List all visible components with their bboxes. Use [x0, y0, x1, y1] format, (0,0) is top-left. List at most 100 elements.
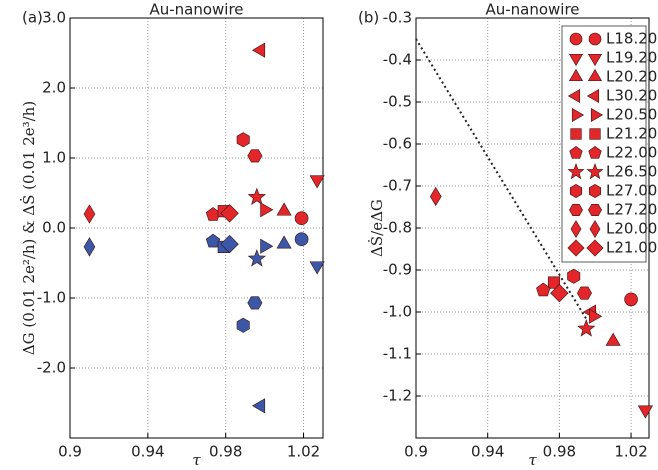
- point: [260, 202, 274, 218]
- point: [567, 268, 581, 284]
- point: [252, 398, 266, 414]
- point: [550, 283, 569, 303]
- legend-marker: [567, 163, 585, 180]
- point: [220, 234, 239, 254]
- legend-marker: [588, 184, 602, 198]
- legend-label: L21.20: [606, 125, 657, 143]
- y-tick-label: -0.8: [383, 219, 412, 237]
- legend-label: L30.20: [606, 87, 657, 105]
- point: [236, 132, 250, 148]
- x-tick-label: 0.98: [543, 443, 576, 461]
- y-tick-label: -0.4: [383, 51, 412, 69]
- fit-line: [415, 38, 589, 321]
- y-tick-label: -1.2: [383, 387, 412, 405]
- legend-marker: [586, 239, 604, 257]
- x-tick-label: 0.94: [471, 443, 504, 461]
- point: [536, 282, 551, 297]
- legend-label: L20.50: [606, 106, 657, 124]
- point: [637, 405, 653, 419]
- y-tick-label: -1.0: [383, 303, 412, 321]
- x-tick-label: 0.98: [209, 443, 242, 461]
- legend-label: L27.20: [606, 201, 657, 219]
- point: [220, 204, 239, 223]
- legend-label: L20.00: [606, 220, 657, 238]
- point: [236, 317, 250, 333]
- legend-marker: [589, 220, 601, 238]
- plot-frame: [415, 17, 650, 439]
- point: [294, 211, 309, 225]
- legend-marker: [590, 107, 604, 123]
- x-axis-label: τ: [192, 451, 201, 469]
- y-axis-label: ΔG (0.01 2e²/h) & ΔṠ (0.01 2e³/h): [20, 101, 38, 355]
- y-tick-label: -0.6: [383, 135, 412, 153]
- plot-frame: [69, 17, 324, 439]
- point: [624, 292, 638, 307]
- x-tick-label: 0.9: [58, 443, 82, 461]
- legend-marker: [568, 53, 584, 67]
- legend-marker: [569, 146, 583, 159]
- y-tick-label: -0.7: [383, 177, 412, 195]
- chart-title: Au-nanowire: [149, 1, 243, 19]
- legend-label: L20.20: [606, 68, 657, 86]
- y-tick-label: 3.0: [42, 9, 66, 27]
- point: [276, 235, 292, 249]
- legend-marker: [569, 184, 583, 198]
- y-tick-label: -1.1: [383, 345, 412, 363]
- point: [247, 149, 263, 163]
- legend-marker: [587, 68, 603, 82]
- y-tick-label: -1.0: [37, 289, 66, 307]
- x-tick-label: 1.02: [287, 443, 320, 461]
- y-axis-label: ΔṠ/eΔG: [368, 199, 386, 257]
- point: [294, 232, 309, 246]
- legend-marker: [569, 203, 583, 217]
- legend-marker: [588, 32, 602, 46]
- legend-label: L21.00: [606, 239, 657, 257]
- y-tick-label: -2.0: [37, 359, 66, 377]
- y-tick-label: -0.3: [383, 9, 412, 27]
- x-tick-label: 0.9: [404, 443, 428, 461]
- legend-marker: [567, 239, 585, 257]
- legend-marker: [569, 32, 583, 46]
- legend-marker: [589, 128, 601, 140]
- point: [605, 332, 621, 346]
- point: [247, 249, 266, 267]
- x-tick-label: 0.94: [131, 443, 164, 461]
- panel-label: (a): [22, 9, 43, 27]
- point: [260, 238, 274, 254]
- point: [205, 233, 221, 248]
- legend-label: L26.50: [606, 163, 657, 181]
- legend-label: L19.20: [606, 49, 657, 67]
- legend-marker: [586, 88, 600, 104]
- legend-label: L27.00: [606, 182, 657, 200]
- point: [252, 42, 266, 58]
- point: [309, 261, 325, 275]
- point: [83, 237, 96, 257]
- legend-label: L18.20: [606, 30, 657, 48]
- legend-marker: [571, 107, 585, 123]
- panel-label: (b): [358, 9, 379, 27]
- legend-marker: [587, 53, 603, 67]
- point: [83, 204, 96, 224]
- point: [589, 308, 603, 324]
- point: [429, 186, 442, 207]
- point: [577, 319, 596, 337]
- point: [309, 175, 325, 189]
- legend-marker: [588, 203, 602, 217]
- legend-marker: [570, 220, 582, 238]
- legend-marker: [570, 128, 582, 140]
- point: [576, 286, 592, 300]
- x-axis-label: τ: [528, 451, 537, 469]
- point: [247, 296, 263, 310]
- chart-title: Au-nanowire: [485, 1, 579, 19]
- y-tick-label: 1.0: [42, 149, 66, 167]
- y-tick-label: 0.0: [42, 219, 66, 237]
- y-tick-label: 2.0: [42, 79, 66, 97]
- legend-marker: [588, 146, 602, 159]
- y-tick-label: -0.9: [383, 261, 412, 279]
- point: [247, 187, 266, 205]
- y-tick-label: -0.5: [383, 93, 412, 111]
- legend-marker: [568, 68, 584, 82]
- point: [547, 276, 561, 289]
- x-tick-label: 1.02: [614, 443, 647, 461]
